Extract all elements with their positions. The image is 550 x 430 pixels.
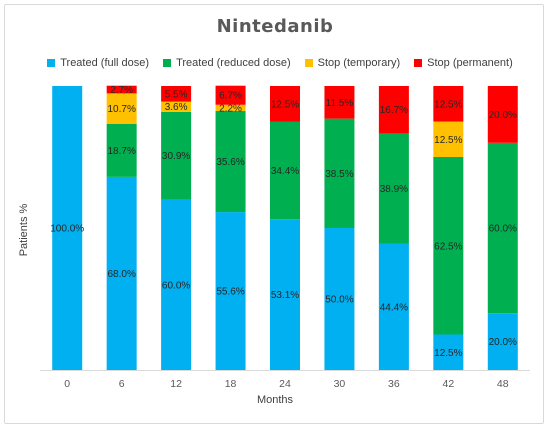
bar-stop-permanent-36	[378, 86, 409, 134]
data-label-stop-permanent-6: 2.7%	[110, 85, 133, 96]
bar-treated-reduced-dose-12	[161, 111, 192, 200]
data-label-treated-full-dose-6: 68.0%	[107, 269, 135, 280]
bar-treated-reduced-dose-36	[378, 133, 409, 244]
data-label-stop-permanent-24: 12.5%	[271, 99, 299, 110]
bar-treated-reduced-dose-30	[324, 118, 355, 228]
legend-item-stop-permanent: Stop (permanent)	[414, 55, 513, 71]
data-label-treated-full-dose-48: 20.0%	[489, 337, 517, 348]
data-label-treated-full-dose-12: 60.0%	[162, 280, 190, 291]
bar-treated-full-dose-48	[487, 313, 518, 370]
data-label-stop-permanent-42: 12.5%	[434, 99, 462, 110]
data-label-treated-reduced-dose-42: 62.5%	[434, 241, 462, 252]
bar-stop-permanent-18	[215, 85, 246, 105]
legend-item-full-dose: Treated (full dose)	[47, 55, 149, 71]
data-label-stop-temporary-18: 2.2%	[219, 103, 242, 114]
bar-stop-temporary-42	[433, 121, 464, 157]
x-tick-label-42: 42	[442, 378, 454, 390]
legend-label-stop-permanent: Stop (permanent)	[427, 57, 513, 69]
bar-treated-reduced-dose-42	[433, 157, 464, 335]
bar-stop-permanent-24	[270, 86, 300, 122]
data-label-treated-reduced-dose-18: 35.6%	[216, 157, 244, 168]
bar-treated-full-dose-12	[161, 199, 192, 370]
bar-treated-reduced-dose-48	[487, 142, 518, 314]
bar-treated-reduced-dose-24	[270, 121, 300, 220]
bar-treated-reduced-dose-18	[215, 110, 246, 213]
bar-stop-permanent-42	[433, 86, 464, 122]
legend-swatch-full-dose	[47, 59, 56, 67]
data-label-treated-reduced-dose-12: 30.9%	[162, 151, 190, 162]
data-label-treated-full-dose-24: 53.1%	[271, 290, 299, 301]
bar-stop-permanent-12	[161, 86, 192, 102]
x-tick-label-18: 18	[225, 378, 237, 390]
data-label-treated-full-dose-36: 44.4%	[380, 302, 408, 313]
chart-title: Nintedanib	[216, 16, 334, 37]
x-tick-label-24: 24	[279, 378, 291, 390]
data-label-stop-permanent-12: 5.5%	[165, 89, 188, 100]
data-label-stop-permanent-48: 20.0%	[489, 110, 517, 121]
x-tick-label-30: 30	[334, 378, 346, 390]
data-label-stop-permanent-36: 16.7%	[380, 105, 408, 116]
data-label-stop-permanent-18: 6.7%	[219, 91, 242, 102]
data-label-treated-full-dose-0: 100.0%	[50, 224, 84, 235]
bar-treated-full-dose-42	[433, 334, 464, 370]
bar-treated-full-dose-6	[106, 176, 137, 370]
bar-stop-permanent-48	[487, 86, 518, 143]
legend-swatch-reduced-dose	[163, 59, 172, 67]
bar-stop-temporary-6	[106, 93, 137, 124]
x-tick-label-12: 12	[170, 378, 182, 390]
legend-item-stop-temporary: Stop (temporary)	[304, 55, 401, 71]
legend-swatch-stop-temporary	[304, 59, 313, 67]
legend-label-full-dose: Treated (full dose)	[60, 57, 150, 69]
bar-stop-temporary-12	[161, 101, 192, 112]
data-label-treated-full-dose-18: 55.6%	[216, 287, 244, 298]
legend-swatch-stop-permanent	[414, 59, 423, 67]
bar-treated-reduced-dose-6	[106, 123, 137, 177]
legend-label-reduced-dose: Treated (reduced dose)	[176, 57, 291, 69]
bar-treated-full-dose-24	[270, 219, 300, 370]
data-label-treated-reduced-dose-6: 18.7%	[107, 146, 135, 157]
bar-stop-temporary-18	[215, 104, 246, 111]
data-label-treated-reduced-dose-36: 38.9%	[380, 184, 408, 195]
bar-treated-full-dose-0	[52, 86, 83, 370]
bar-treated-full-dose-36	[378, 243, 409, 370]
x-tick-label-36: 36	[388, 378, 400, 390]
x-axis-label: Months	[256, 394, 294, 406]
legend-item-reduced-dose: Treated (reduced dose)	[163, 55, 291, 71]
data-label-stop-temporary-12: 3.6%	[165, 102, 188, 113]
data-label-treated-reduced-dose-24: 34.4%	[271, 166, 299, 177]
data-label-stop-temporary-42: 12.5%	[434, 135, 462, 146]
bar-treated-full-dose-18	[215, 212, 246, 370]
x-tick-label-0: 0	[64, 378, 70, 390]
bar-treated-full-dose-30	[324, 228, 355, 370]
bar-stop-permanent-6	[106, 85, 137, 94]
data-label-treated-full-dose-30: 50.0%	[325, 295, 353, 306]
data-label-treated-reduced-dose-30: 38.5%	[325, 169, 353, 180]
data-label-treated-reduced-dose-48: 60.0%	[489, 224, 517, 235]
data-label-treated-full-dose-42: 12.5%	[434, 348, 462, 359]
x-tick-label-6: 6	[119, 378, 125, 390]
data-label-stop-temporary-6: 10.7%	[107, 104, 135, 115]
legend: Treated (full dose) Treated (reduced dos…	[40, 55, 520, 71]
x-tick-label-48: 48	[497, 378, 509, 390]
bar-stop-permanent-30	[324, 86, 355, 119]
data-label-stop-permanent-30: 11.5%	[326, 98, 354, 109]
legend-label-stop-temporary: Stop (temporary)	[317, 57, 401, 69]
